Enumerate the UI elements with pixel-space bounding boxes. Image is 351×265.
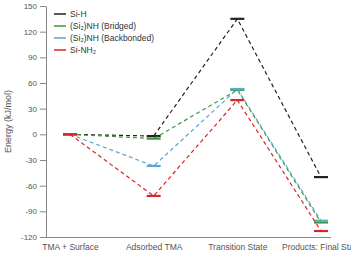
y-tick-label: -120 <box>21 233 38 242</box>
x-tick-label: Adsorbed TMA <box>126 242 183 252</box>
y-tick-label: 120 <box>24 28 38 37</box>
y-axis-line <box>46 7 47 238</box>
chart: -120 -90 -60 -30 0 30 60 90 120 150 TMA + Surface A… <box>0 0 351 265</box>
y-tick-mark <box>40 57 46 58</box>
energy-level <box>147 195 161 197</box>
energy-level <box>147 165 161 167</box>
y-axis: -120 -90 -60 -30 0 30 60 90 120 150 <box>21 2 47 242</box>
legend-swatch <box>54 13 66 15</box>
energy-level <box>147 135 161 137</box>
energy-level <box>314 221 328 223</box>
y-tick-label: 90 <box>28 53 37 62</box>
legend-swatch <box>54 37 66 39</box>
connector-line <box>70 19 321 177</box>
connector-line <box>70 90 321 223</box>
x-tick-label: Products: Final State <box>282 242 351 252</box>
y-tick-mark <box>40 134 46 135</box>
legend: Si-H (Si₂)NH (Bridged) (Si₂)NH (Backbonded… <box>54 9 154 55</box>
energy-level <box>63 133 77 135</box>
y-tick-label: -30 <box>25 156 37 165</box>
energy-level <box>230 99 244 101</box>
plot-area <box>63 19 328 231</box>
y-tick-label: -90 <box>25 207 37 216</box>
y-tick-label: 30 <box>28 105 37 114</box>
x-axis: TMA + Surface Adsorbed TMA Transition Stat… <box>42 237 351 252</box>
y-tick: 30 <box>28 105 46 114</box>
y-tick: -120 <box>21 233 46 242</box>
y-tick-mark <box>40 109 46 110</box>
energy-level <box>314 220 328 222</box>
x-tick-label: Transition State <box>208 242 267 252</box>
legend-swatch <box>54 49 66 51</box>
y-axis-title: Energy (kJ/mol) <box>3 90 13 153</box>
y-tick-label: 150 <box>24 2 38 11</box>
y-tick-mark <box>40 6 46 7</box>
y-tick-mark <box>40 160 46 161</box>
legend-label: (Si₂)NH (Bridged) <box>70 21 136 31</box>
energy-level <box>63 133 77 135</box>
y-tick: 60 <box>28 79 46 88</box>
y-tick: 90 <box>28 53 46 62</box>
y-tick: -30 <box>25 156 46 165</box>
x-tick: Transition State <box>208 237 267 252</box>
legend-label: Si-H <box>70 9 87 19</box>
y-tick: 150 <box>24 2 46 11</box>
energy-level <box>230 89 244 91</box>
energy-level <box>230 88 244 90</box>
x-tick: TMA + Surface <box>42 237 99 252</box>
y-tick-mark <box>40 211 46 212</box>
x-tick-label: TMA + Surface <box>42 242 99 252</box>
x-axis-line <box>46 237 331 238</box>
connector-line <box>70 89 321 221</box>
y-tick: -60 <box>25 182 46 191</box>
legend-label: (Si₂)NH (Backbonded) <box>70 33 154 43</box>
y-tick: 120 <box>24 28 46 37</box>
energy-level <box>230 18 244 20</box>
y-tick-mark <box>40 237 46 238</box>
y-tick-label: 60 <box>28 79 37 88</box>
legend-item: Si-H <box>54 9 87 19</box>
y-tick-label: 0 <box>33 130 38 139</box>
legend-label: Si-NH₂ <box>70 45 96 55</box>
y-tick: -90 <box>25 207 46 216</box>
y-tick: 0 <box>33 130 46 139</box>
energy-level <box>147 138 161 140</box>
energy-level <box>63 133 77 135</box>
y-tick-label: -60 <box>25 182 37 191</box>
legend-item: (Si₂)NH (Bridged) <box>54 21 136 31</box>
x-tick: Adsorbed TMA <box>126 237 183 252</box>
energy-level <box>63 133 77 135</box>
energy-level <box>314 230 328 232</box>
y-tick-mark <box>40 32 46 33</box>
connector-line <box>70 100 321 231</box>
legend-item: (Si₂)NH (Backbonded) <box>54 33 154 43</box>
energy-level <box>314 176 328 178</box>
y-tick-mark <box>40 83 46 84</box>
x-tick: Products: Final State <box>282 237 351 252</box>
legend-item: Si-NH₂ <box>54 45 96 55</box>
legend-swatch <box>54 25 66 27</box>
y-tick-mark <box>40 186 46 187</box>
